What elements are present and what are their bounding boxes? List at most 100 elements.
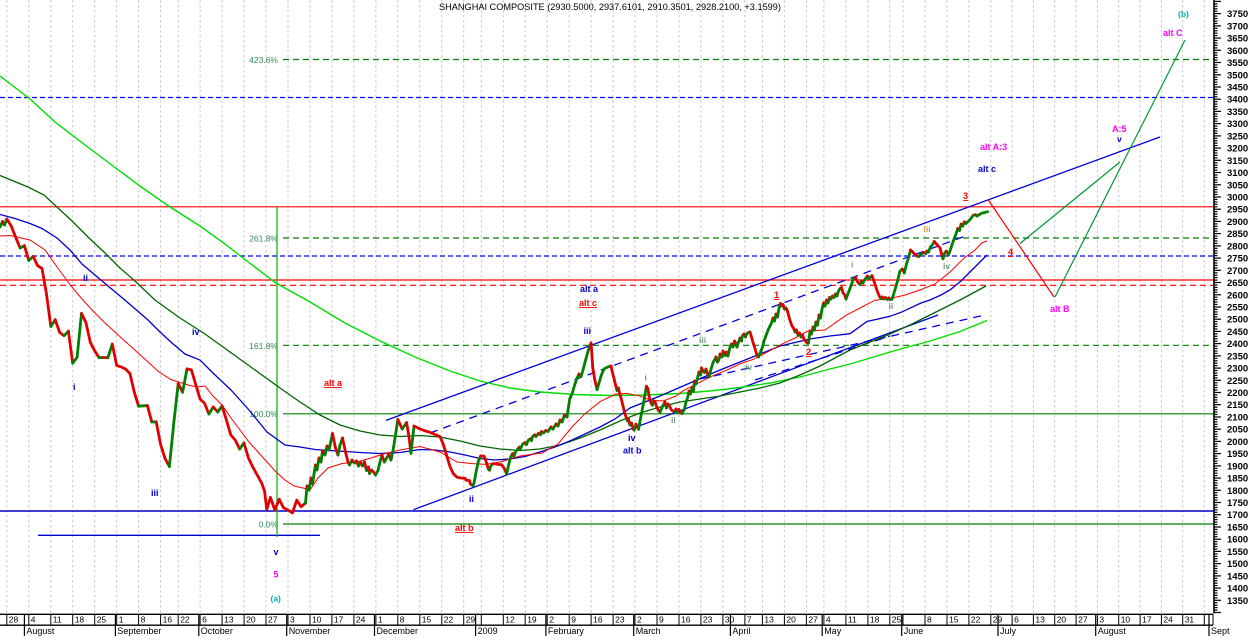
svg-text:3750: 3750 [1227,9,1248,20]
svg-text:i: i [851,260,853,270]
svg-text:3300: 3300 [1227,119,1248,130]
svg-text:2800: 2800 [1227,241,1248,252]
svg-text:iv: iv [192,327,200,337]
svg-text:22: 22 [971,615,981,625]
svg-text:8: 8 [141,615,146,625]
svg-text:3: 3 [290,615,295,625]
svg-text:16: 16 [681,615,691,625]
svg-text:iv: iv [745,362,752,372]
svg-text:1650: 1650 [1227,523,1248,534]
svg-text:8: 8 [927,615,932,625]
svg-text:10: 10 [312,615,322,625]
svg-text:1450: 1450 [1227,571,1248,582]
svg-text:18: 18 [870,615,880,625]
svg-text:4: 4 [1008,247,1014,258]
svg-text:3150: 3150 [1227,156,1248,167]
svg-text:1550: 1550 [1227,547,1248,558]
svg-text:18: 18 [75,615,85,625]
svg-text:20: 20 [246,615,256,625]
svg-text:2650: 2650 [1227,278,1248,289]
svg-text:0.0%: 0.0% [259,520,279,530]
svg-text:alt b: alt b [455,523,474,533]
svg-text:1750: 1750 [1227,498,1248,509]
svg-text:2450: 2450 [1227,327,1248,338]
svg-text:1800: 1800 [1227,486,1248,497]
svg-text:1950: 1950 [1227,449,1248,460]
svg-text:1900: 1900 [1227,461,1248,472]
svg-text:iii: iii [584,326,592,336]
svg-text:3: 3 [963,191,968,201]
svg-text:31: 31 [1185,615,1195,625]
svg-text:alt a: alt a [324,378,343,388]
svg-text:22: 22 [180,615,190,625]
svg-text:A:5: A:5 [1112,124,1127,134]
svg-text:9: 9 [659,615,664,625]
svg-text:6: 6 [1014,615,1019,625]
svg-text:2009: 2009 [478,626,498,636]
svg-text:19: 19 [527,615,537,625]
svg-text:15: 15 [949,615,959,625]
svg-text:3650: 3650 [1227,34,1248,45]
svg-text:7: 7 [747,615,752,625]
svg-text:March: March [636,626,661,636]
svg-text:1: 1 [119,615,124,625]
svg-text:24: 24 [356,615,366,625]
svg-text:2550: 2550 [1227,303,1248,314]
svg-text:3350: 3350 [1227,107,1248,118]
svg-text:3050: 3050 [1227,180,1248,191]
svg-text:alt C: alt C [1163,28,1183,38]
svg-text:100.0%: 100.0% [249,409,278,419]
svg-text:2700: 2700 [1227,266,1248,277]
svg-text:4: 4 [31,615,36,625]
svg-text:2: 2 [806,347,811,358]
svg-text:iv: iv [628,433,636,443]
svg-text:3600: 3600 [1227,46,1248,57]
svg-text:(a): (a) [271,594,282,604]
svg-text:2600: 2600 [1227,290,1248,301]
svg-text:4: 4 [826,615,831,625]
svg-text:October: October [201,626,233,636]
svg-text:25: 25 [97,615,107,625]
svg-text:SHANGHAI COMPOSITE (2930.5000,: SHANGHAI COMPOSITE (2930.5000, 2937.6101… [439,2,781,12]
svg-text:3: 3 [1099,615,1104,625]
svg-text:8: 8 [400,615,405,625]
svg-text:iii: iii [151,488,159,498]
svg-text:23: 23 [703,615,713,625]
svg-text:10: 10 [1121,615,1131,625]
svg-text:27: 27 [808,615,818,625]
svg-text:24: 24 [1163,615,1173,625]
svg-text:3700: 3700 [1227,21,1248,32]
svg-text:June: June [904,626,924,636]
svg-text:iii: iii [699,335,706,345]
svg-text:2: 2 [549,615,554,625]
svg-text:3550: 3550 [1227,58,1248,69]
svg-text:September: September [117,626,161,636]
svg-text:23: 23 [615,615,625,625]
svg-text:2750: 2750 [1227,254,1248,265]
svg-text:2900: 2900 [1227,217,1248,228]
svg-text:2150: 2150 [1227,400,1248,411]
svg-text:ii: ii [671,415,676,425]
svg-text:ii: ii [83,273,88,283]
svg-text:3200: 3200 [1227,144,1248,155]
svg-text:5: 5 [274,570,279,580]
svg-text:17: 17 [1142,615,1152,625]
svg-text:1500: 1500 [1227,559,1248,570]
svg-text:20: 20 [786,615,796,625]
svg-text:1350: 1350 [1227,596,1248,607]
svg-text:November: November [289,626,331,636]
svg-text:2950: 2950 [1227,205,1248,216]
svg-text:alt b: alt b [623,446,642,456]
svg-text:2300: 2300 [1227,364,1248,375]
svg-text:16: 16 [593,615,603,625]
svg-text:August: August [1098,626,1127,636]
svg-text:Sept: Sept [1211,626,1230,636]
svg-text:20: 20 [1057,615,1067,625]
svg-text:15: 15 [422,615,432,625]
svg-text:1400: 1400 [1227,584,1248,595]
svg-text:3500: 3500 [1227,70,1248,81]
svg-text:27: 27 [268,615,278,625]
svg-text:December: December [377,626,419,636]
svg-text:2050: 2050 [1227,425,1248,436]
svg-text:17: 17 [334,615,344,625]
